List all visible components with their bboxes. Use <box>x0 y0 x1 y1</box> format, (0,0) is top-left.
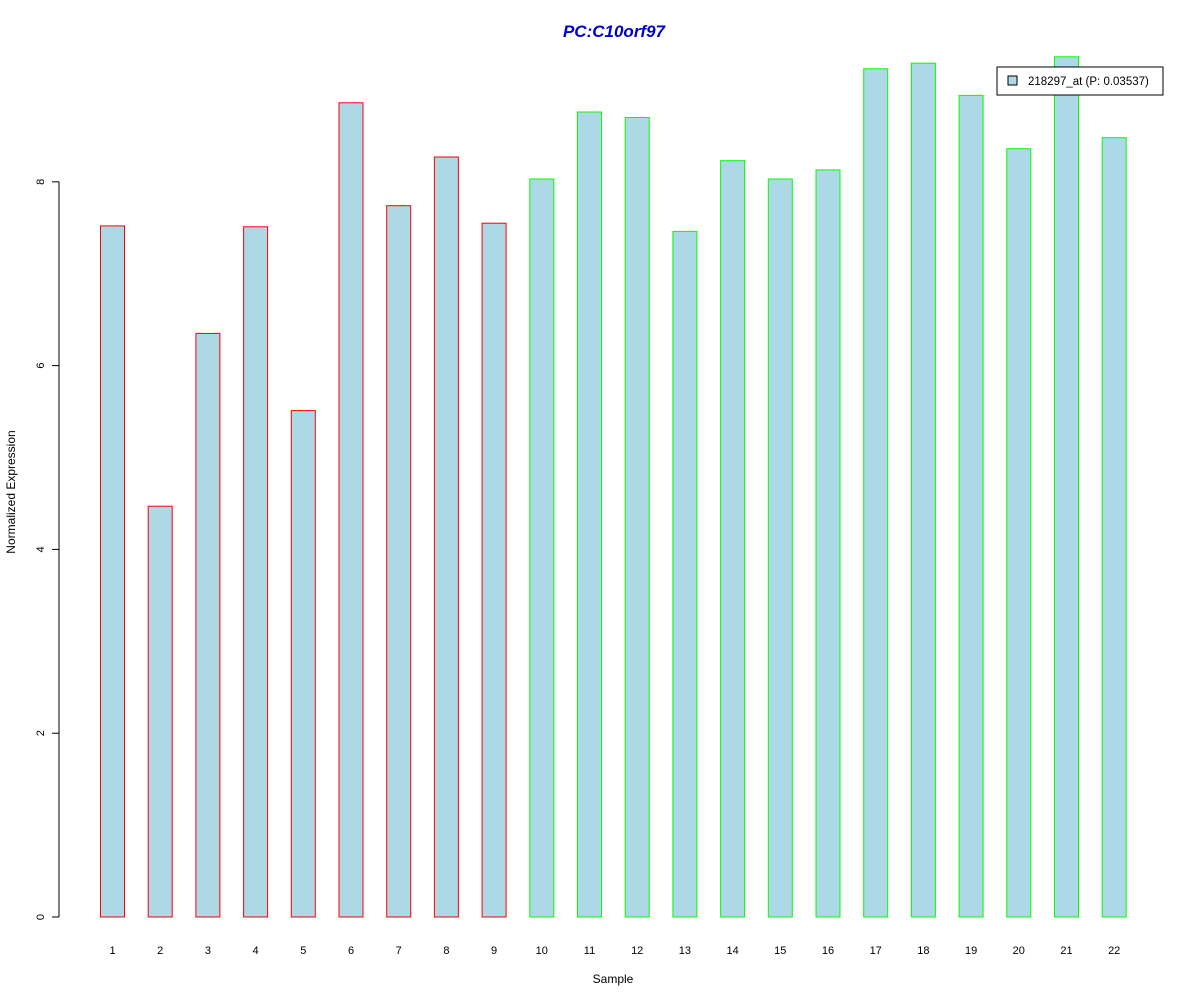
bar-sample-22 <box>1101 137 1127 918</box>
bar-sample-5 <box>290 410 316 918</box>
x-tick-label: 22 <box>1108 945 1120 957</box>
x-tick-label: 9 <box>491 945 497 957</box>
x-tick-label: 7 <box>396 945 402 957</box>
bar-sample-19 <box>958 94 984 918</box>
y-tick-label: 0 <box>35 914 47 920</box>
bar-sample-14 <box>720 160 746 918</box>
x-tick-label: 13 <box>679 945 691 957</box>
bar-sample-6 <box>338 102 364 918</box>
bar-sample-16 <box>815 169 841 918</box>
bar-sample-20 <box>1006 148 1032 918</box>
x-tick-label: 8 <box>443 945 449 957</box>
x-tick-label: 6 <box>348 945 354 957</box>
x-tick-label: 2 <box>157 945 163 957</box>
bar-sample-9 <box>481 222 507 918</box>
x-tick-label: 12 <box>631 945 643 957</box>
bar-sample-11 <box>577 111 602 918</box>
bar-sample-7 <box>386 205 412 918</box>
chart-title: PC:C10orf97 <box>563 22 667 41</box>
x-tick-label: 4 <box>253 945 259 957</box>
legend: 218297_at (P: 0.03537) <box>996 66 1164 96</box>
bar-sample-2 <box>147 505 173 918</box>
x-tick-label: 5 <box>300 945 306 957</box>
bar-sample-21 <box>1054 56 1079 918</box>
bar-sample-1 <box>100 225 125 918</box>
x-tick-label: 16 <box>822 945 834 957</box>
legend-swatch <box>1007 75 1018 86</box>
x-tick-label: 1 <box>109 945 115 957</box>
x-tick-label: 14 <box>726 945 738 957</box>
y-tick-label: 6 <box>35 363 47 369</box>
bar-sample-13 <box>672 230 698 918</box>
y-tick-label: 4 <box>35 546 47 552</box>
y-tick-label: 2 <box>35 730 47 736</box>
bar-sample-15 <box>767 178 793 918</box>
x-tick-label: 15 <box>774 945 786 957</box>
bar-sample-12 <box>624 117 650 918</box>
x-tick-label: 11 <box>584 945 595 957</box>
y-tick-label: 8 <box>35 179 47 185</box>
bar-sample-18 <box>910 62 936 918</box>
x-tick-label: 21 <box>1060 945 1072 957</box>
bar-sample-17 <box>863 68 889 918</box>
bars <box>100 56 1127 918</box>
y-axis: 0 2 4 6 8 <box>35 179 60 920</box>
legend-box <box>996 66 1164 96</box>
legend-label: 218297_at (P: 0.03537) <box>1028 76 1149 88</box>
bar-sample-3 <box>195 332 221 918</box>
x-axis-label: Sample <box>593 972 634 986</box>
y-axis-label: Normalized Expression <box>4 430 18 553</box>
x-tick-label: 20 <box>1013 945 1025 957</box>
x-tick-labels: 1 2 3 4 5 6 7 8 9 10 11 12 13 14 15 16 17 18 19 20 21 22 <box>109 945 1120 957</box>
bar-sample-4 <box>243 226 269 918</box>
x-tick-label: 19 <box>965 945 977 957</box>
bar-sample-8 <box>433 156 459 918</box>
x-tick-label: 10 <box>536 945 548 957</box>
x-tick-label: 3 <box>205 945 211 957</box>
x-tick-label: 17 <box>870 945 882 957</box>
bar-sample-10 <box>529 178 555 918</box>
x-tick-label: 18 <box>917 945 929 957</box>
